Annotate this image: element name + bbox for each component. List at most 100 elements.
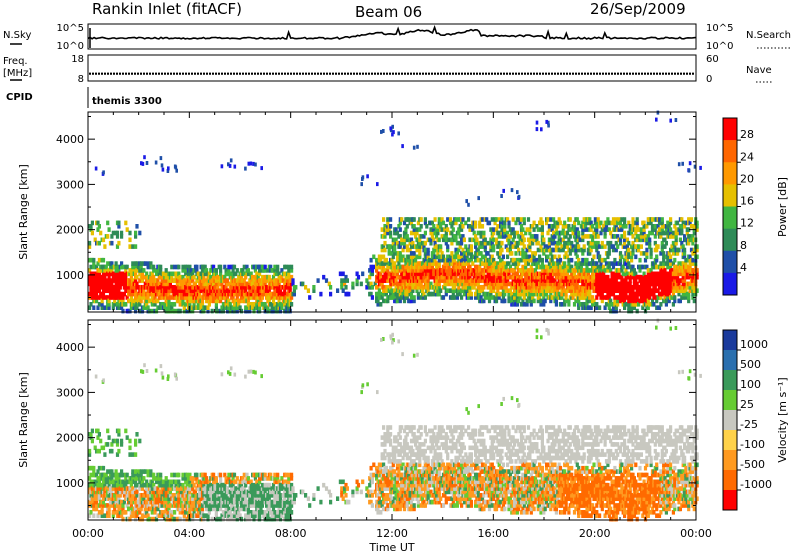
power-cell [276,268,280,273]
power-cell [606,274,610,280]
power-cell [518,220,522,226]
power-cell [249,295,253,300]
power-cell [659,295,663,300]
power-cell [479,295,483,300]
power-cell [511,217,515,222]
power-cell [446,217,450,222]
velocity-cell [89,493,93,498]
power-cell [153,302,157,307]
power-cell [368,268,372,273]
power-cell [224,285,228,290]
power-cell [460,227,464,232]
power-cell [648,240,652,246]
power-cell [591,257,595,263]
power-cell [638,257,642,263]
velocity-cell [131,486,135,491]
power-cell [380,295,384,300]
power-cell [88,240,92,246]
power-cell [304,285,308,290]
power-cell [280,305,284,310]
power-cell [101,237,106,243]
power-cell [267,288,271,293]
power-cell [499,261,503,266]
power-cell [306,288,310,293]
power-cell [219,264,223,270]
power-cell [609,240,613,246]
power-cell [382,217,386,222]
power-cell [107,288,111,293]
power-cell [600,291,604,297]
power-cell [549,271,553,277]
power-cell [549,251,553,256]
power-cell [637,234,641,239]
power-cell [687,291,691,297]
power-cell [149,288,153,293]
power-cell [563,244,567,249]
power-cell [482,298,486,304]
power-cell [522,217,526,222]
velocity-cell [108,499,113,505]
power-cell [448,220,453,226]
power-cell [483,261,487,266]
power-cell [517,194,521,199]
power-cell [446,247,450,253]
station-title: Rankin Inlet (fitACF) [92,0,242,18]
power-cell [129,271,133,277]
power-cell [689,224,694,229]
velocity-cell [99,486,103,491]
power-cell [129,291,133,297]
power-cell [695,244,699,249]
power-cell [117,224,121,229]
power-cell [143,261,147,266]
power-cell [680,240,684,246]
power-cell [533,268,538,273]
power-cell [525,298,529,304]
power-cell [99,278,103,283]
power-cell [329,291,333,297]
power-cell [614,247,618,253]
power-cell [273,295,277,300]
power-cell [248,308,252,314]
power-cell [588,244,592,249]
power-cell [280,268,284,273]
power-cell [595,247,599,253]
power-cell [624,274,628,280]
power-cell [276,308,280,314]
power-cell [154,160,158,165]
power-cell [164,288,168,293]
power-cell [121,264,125,270]
power-cell [600,295,604,300]
power-cell [515,257,519,263]
power-cell [620,268,624,273]
power-cell [621,271,625,277]
power-cell [540,220,544,226]
power-cell [663,244,667,249]
velocity-cell [107,513,111,518]
power-cell [469,257,473,263]
power-cell [386,268,390,273]
velocity-cell [140,479,145,485]
power-cell [539,298,543,304]
power-cell [564,298,568,304]
power-cell [117,220,121,226]
power-cell [462,291,466,297]
power-cell [390,288,394,293]
power-cell [572,224,577,229]
power-cell [103,244,107,249]
power-cell [552,264,556,270]
power-cell [503,224,507,229]
freq-left-tick-top: 18 [71,54,84,65]
power-cell [689,217,694,222]
power-cell [507,240,511,246]
power-cell [173,285,177,290]
power-cell [642,230,646,236]
freq-frame [87,54,697,82]
power-cell [160,274,164,280]
power-cell [508,244,512,249]
power-cell [570,288,574,293]
power-cell [263,305,267,310]
power-cell [113,285,117,290]
power-cell [474,257,478,263]
power-cell [656,224,660,229]
power-cell [567,298,571,304]
